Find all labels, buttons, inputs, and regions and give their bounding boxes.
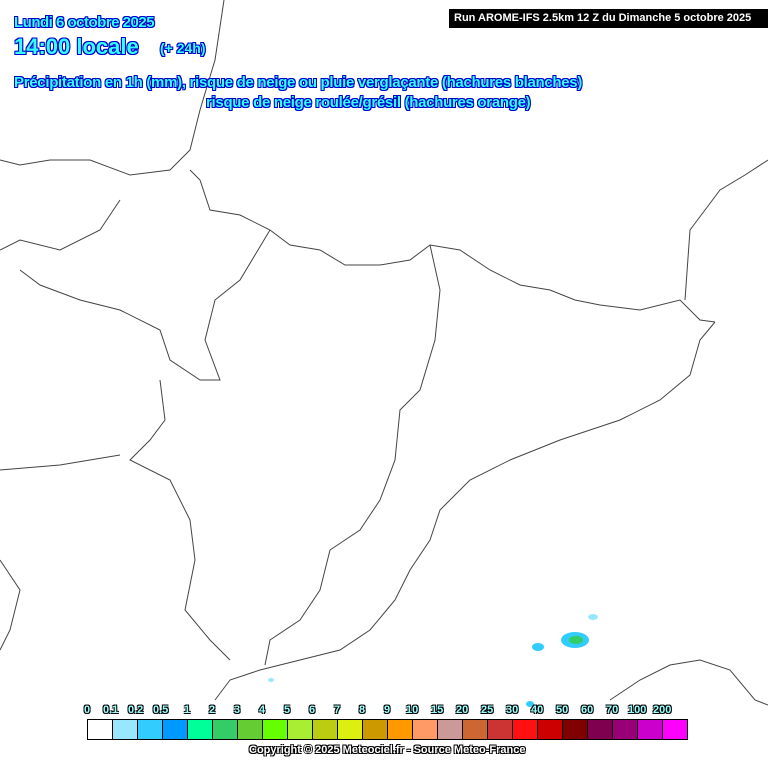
- legend-label: 6: [309, 704, 316, 716]
- legend-swatch: [588, 720, 613, 739]
- legend-swatch: [163, 720, 188, 739]
- legend-swatch: [313, 720, 338, 739]
- legend-swatch: [238, 720, 263, 739]
- regional-border: [264, 244, 441, 666]
- model-run-label: Run AROME-IFS 2.5km 12 Z du Dimanche 5 o…: [449, 9, 768, 28]
- legend-label: 70: [606, 704, 619, 716]
- legend-label: 7: [334, 704, 341, 716]
- legend-swatch: [88, 720, 113, 739]
- forecast-lead-time: (+ 24h): [160, 40, 206, 56]
- legend-swatch: [463, 720, 488, 739]
- legend-swatch: [288, 720, 313, 739]
- legend-label: 0: [84, 704, 91, 716]
- coastline-mediterranean-france: [684, 159, 768, 301]
- forecast-date: Lundi 6 octobre 2025: [14, 14, 155, 31]
- legend-label: 0.2: [128, 704, 144, 716]
- legend-swatch: [563, 720, 588, 739]
- legend-swatch: [638, 720, 663, 739]
- legend-label: 25: [481, 704, 494, 716]
- legend-swatch: [663, 720, 687, 739]
- legend-label: 3: [234, 704, 241, 716]
- legend-label: 0.1: [103, 704, 119, 716]
- legend-swatch: [188, 720, 213, 739]
- map-description: Précipitation en 1h (mm), risque de neig…: [14, 74, 583, 91]
- legend-label: 30: [506, 704, 519, 716]
- legend-label: 9: [384, 704, 391, 716]
- regional-border: [0, 454, 121, 471]
- legend-swatch: [263, 720, 288, 739]
- legend-label: 40: [531, 704, 544, 716]
- regional-border: [19, 229, 271, 381]
- legend-label: 8: [359, 704, 366, 716]
- legend-label: 20: [456, 704, 469, 716]
- regional-border: [129, 379, 231, 661]
- legend-label: 60: [581, 704, 594, 716]
- legend-swatch: [113, 720, 138, 739]
- legend-label: 0.5: [153, 704, 169, 716]
- legend-label: 50: [556, 704, 569, 716]
- legend-swatch: [413, 720, 438, 739]
- coastline-balearic-islands: [609, 659, 768, 706]
- legend-swatch: [613, 720, 638, 739]
- legend-label: 2: [209, 704, 216, 716]
- legend-label: 15: [431, 704, 444, 716]
- legend-label: 4: [259, 704, 266, 716]
- legend-swatch: [138, 720, 163, 739]
- copyright: Copyright © 2025 Meteociel.fr - Source M…: [249, 744, 526, 756]
- legend-swatch: [363, 720, 388, 739]
- legend-label: 10: [406, 704, 419, 716]
- legend-label: 5: [284, 704, 291, 716]
- legend-label: 1: [184, 704, 191, 716]
- legend-swatch: [438, 720, 463, 739]
- coastline-france-atlantic: [0, 0, 225, 176]
- legend-label: 200: [653, 704, 672, 716]
- color-legend: [87, 719, 688, 740]
- legend-swatch: [338, 720, 363, 739]
- legend-swatch: [538, 720, 563, 739]
- legend-label: 100: [628, 704, 647, 716]
- map-description-line2: risque de neige roulée/grésil (hachures …: [206, 94, 531, 111]
- coastline-spain-east: [214, 321, 716, 701]
- legend-swatch: [213, 720, 238, 739]
- legend-swatch: [488, 720, 513, 739]
- coastlines-and-borders: [0, 0, 768, 706]
- regional-border: [0, 199, 121, 251]
- legend-swatch: [388, 720, 413, 739]
- precipitation-cells: [268, 614, 598, 707]
- regional-border: [0, 559, 21, 651]
- forecast-time: 14:00 locale: [14, 34, 139, 59]
- legend-swatch: [513, 720, 538, 739]
- legend-labels: 0 0.1 0.2 0.5 1 2 3 4 5 6 7 8 9 10 15 20 25 30 40 50 60 70 100…: [81, 704, 701, 718]
- border-france-spain: [189, 169, 716, 323]
